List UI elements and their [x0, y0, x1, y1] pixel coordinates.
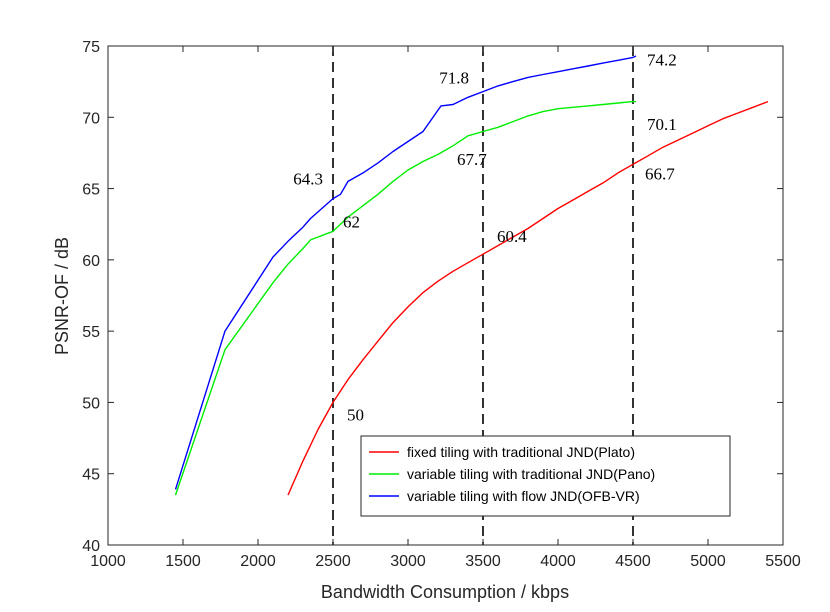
y-tick-label: 75 — [82, 39, 100, 56]
annotation-label: 71.8 — [439, 69, 469, 88]
series-group — [174, 55, 769, 496]
annotation-label: 67.7 — [457, 150, 487, 169]
annotation-label: 64.3 — [293, 170, 323, 189]
x-tick-label: 3000 — [390, 553, 426, 570]
x-axis-ticks: 1000 1500 2000 2500 3000 3500 4000 4500 5000 5500 — [90, 46, 801, 570]
annotation-label: 62 — [343, 212, 360, 231]
x-tick-label: 1500 — [165, 553, 201, 570]
y-tick-label: 55 — [82, 324, 100, 341]
y-axis-ticks: 40 45 50 55 60 65 70 75 — [82, 39, 783, 555]
y-tick-label: 40 — [82, 538, 100, 555]
y-tick-label: 70 — [82, 110, 100, 127]
series-line-3 — [174, 55, 637, 490]
x-tick-label: 5500 — [765, 553, 801, 570]
y-tick-label: 60 — [82, 253, 100, 270]
x-tick-label: 2000 — [240, 553, 276, 570]
x-tick-label: 3500 — [465, 553, 501, 570]
x-tick-label: 4000 — [540, 553, 576, 570]
x-tick-label: 5000 — [690, 553, 726, 570]
legend-box — [360, 435, 731, 517]
x-axis-label: Bandwidth Consumption / kbps — [321, 582, 569, 602]
annotation-label: 50 — [347, 405, 364, 424]
series-line-2 — [174, 100, 636, 496]
annotation-label: 74.2 — [647, 50, 677, 69]
legend-entry-2: variable tiling with traditional JND(Pan… — [407, 466, 655, 482]
y-tick-label: 65 — [82, 182, 100, 199]
annotation-label: 66.7 — [645, 164, 675, 183]
y-tick-label: 50 — [82, 395, 100, 412]
legend: fixed tiling with traditional JND(Plato)… — [360, 435, 731, 517]
y-axis-label: PSNR-OF / dB — [52, 237, 72, 355]
annotation-group: 50 62 64.3 60.4 67.7 71.8 66.7 70.1 74.2 — [293, 50, 677, 424]
annotation-label: 60.4 — [497, 227, 527, 246]
series-line-1 — [287, 100, 769, 496]
legend-entry-3: variable tiling with flow JND(OFB-VR) — [407, 488, 640, 504]
legend-entry-1: fixed tiling with traditional JND(Plato) — [407, 444, 635, 460]
x-tick-label: 2500 — [315, 553, 351, 570]
plot-frame — [107, 45, 784, 546]
x-tick-label: 1000 — [90, 553, 126, 570]
annotation-label: 70.1 — [647, 115, 677, 134]
x-tick-label: 4500 — [615, 553, 651, 570]
reference-lines — [332, 46, 634, 545]
y-tick-label: 45 — [82, 467, 100, 484]
